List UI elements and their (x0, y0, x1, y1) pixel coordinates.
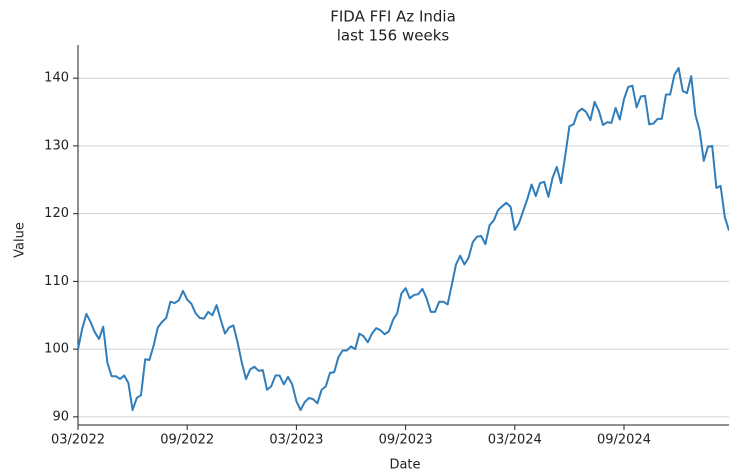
x-tick-label: 09/2022 (160, 433, 214, 448)
x-tick-label: 09/2024 (597, 433, 651, 448)
x-tick-label: 03/2023 (269, 433, 323, 448)
y-tick-label: 120 (44, 206, 69, 221)
chart-title: FIDA FFI Az India (330, 8, 456, 26)
x-tick-label: 09/2023 (379, 433, 433, 448)
x-tick-label: 03/2022 (51, 433, 105, 448)
y-tick-label: 130 (44, 138, 69, 153)
y-tick-label: 140 (44, 71, 69, 86)
chart-subtitle: last 156 weeks (337, 27, 450, 45)
x-tick-label: 03/2024 (488, 433, 542, 448)
series-line (77, 67, 729, 412)
y-tick-label: 90 (52, 409, 69, 424)
y-tick-label: 110 (44, 274, 69, 289)
x-axis-label: Date (389, 458, 420, 473)
y-tick-label: 100 (44, 342, 69, 357)
y-axis-label: Value (13, 222, 28, 258)
